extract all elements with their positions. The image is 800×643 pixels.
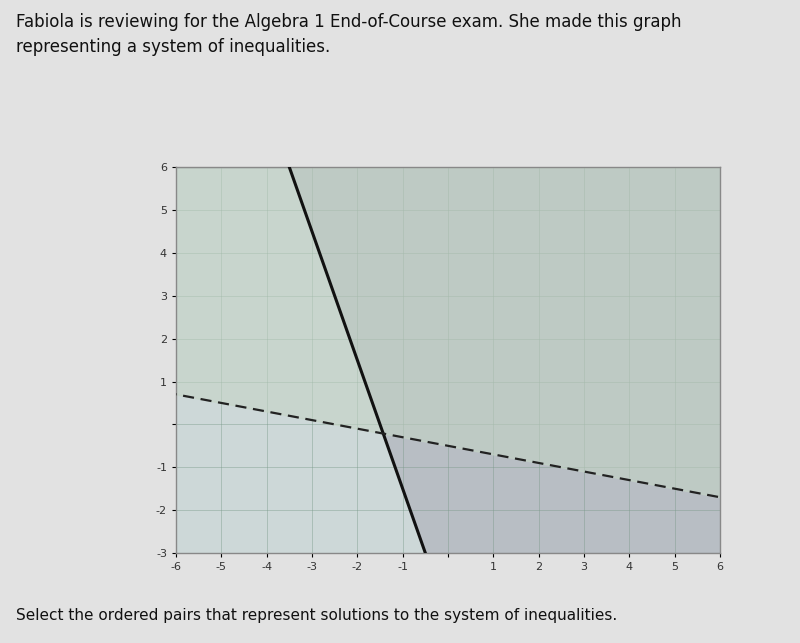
Text: Fabiola is reviewing for the Algebra 1 End-of-Course exam. She made this graph
r: Fabiola is reviewing for the Algebra 1 E… bbox=[16, 13, 682, 56]
Text: Select the ordered pairs that represent solutions to the system of inequalities.: Select the ordered pairs that represent … bbox=[16, 608, 618, 623]
